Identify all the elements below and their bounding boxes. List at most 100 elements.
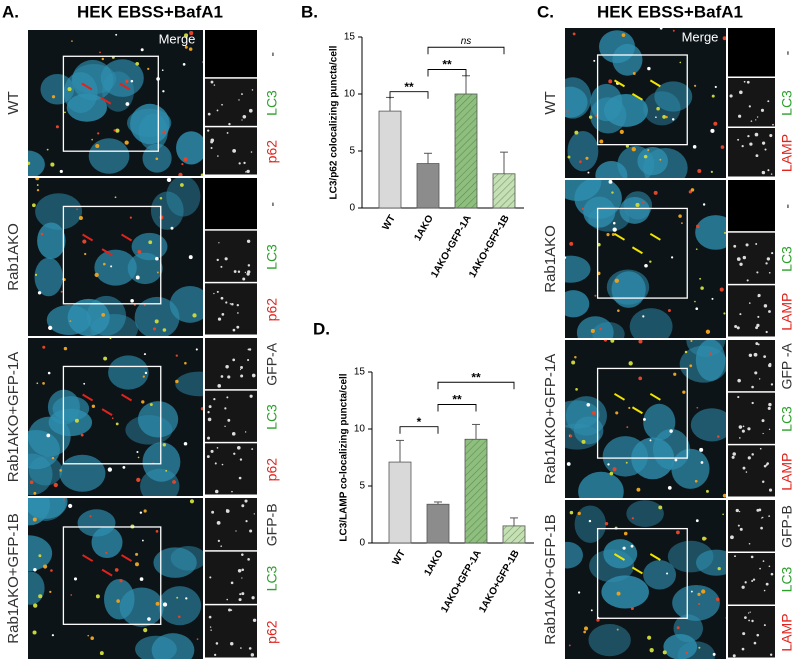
significance-bracket xyxy=(399,426,439,434)
puncta xyxy=(134,562,139,567)
puncta xyxy=(109,338,112,340)
signal xyxy=(226,396,229,399)
signal xyxy=(206,455,210,459)
puncta xyxy=(155,601,160,606)
nucleus xyxy=(119,587,164,627)
channel-label: - xyxy=(264,202,280,207)
signal xyxy=(749,142,753,146)
signal xyxy=(229,303,232,305)
signal xyxy=(741,585,745,589)
y-tick-label: 10 xyxy=(354,424,366,435)
puncta xyxy=(705,329,711,334)
puncta xyxy=(631,147,636,152)
signal xyxy=(755,326,759,330)
puncta xyxy=(184,361,187,365)
puncta xyxy=(155,530,159,533)
puncta xyxy=(606,233,610,237)
signal xyxy=(756,116,759,118)
signal xyxy=(207,411,210,414)
puncta xyxy=(176,596,179,599)
puncta xyxy=(692,145,697,149)
puncta xyxy=(89,515,92,518)
nucleus xyxy=(170,545,203,571)
bar-hatch xyxy=(493,173,515,208)
signal xyxy=(756,271,759,274)
puncta xyxy=(94,272,99,278)
puncta xyxy=(717,567,721,571)
channel-image xyxy=(728,285,775,337)
puncta xyxy=(122,465,126,469)
puncta xyxy=(697,592,701,596)
puncta xyxy=(586,402,591,407)
puncta xyxy=(184,33,189,38)
signal xyxy=(217,539,220,543)
significance-bracket xyxy=(427,46,505,55)
puncta xyxy=(141,539,144,542)
puncta xyxy=(662,650,667,655)
puncta xyxy=(579,160,582,164)
y-tick-label: 15 xyxy=(354,367,366,378)
puncta xyxy=(115,128,120,133)
nucleus xyxy=(679,345,726,383)
y-tick-label: 5 xyxy=(359,481,365,492)
signal xyxy=(760,108,765,112)
merge-label: Merge xyxy=(159,31,196,46)
signal xyxy=(747,427,751,431)
puncta xyxy=(609,471,614,476)
signal xyxy=(209,626,212,628)
puncta xyxy=(143,353,147,356)
puncta xyxy=(155,256,159,261)
signal xyxy=(253,513,255,515)
cells xyxy=(28,498,203,659)
nucleus xyxy=(673,614,703,643)
signal xyxy=(251,448,254,451)
signal xyxy=(227,418,231,422)
puncta xyxy=(638,340,643,344)
nucleus xyxy=(86,295,127,336)
nucleus xyxy=(601,575,649,609)
signal xyxy=(758,378,761,380)
signal xyxy=(739,262,743,266)
signal xyxy=(247,558,250,561)
nucleus xyxy=(672,584,720,621)
signal xyxy=(248,108,253,113)
puncta xyxy=(159,215,164,220)
puncta xyxy=(49,590,52,594)
signal xyxy=(241,577,243,579)
signal xyxy=(230,581,234,585)
signal xyxy=(232,358,236,362)
puncta xyxy=(622,546,626,550)
row-label: Rab1AKO xyxy=(542,225,559,293)
puncta xyxy=(630,544,634,548)
signal xyxy=(238,476,242,480)
puncta xyxy=(161,69,164,72)
panel-label: A. xyxy=(2,2,19,21)
signal xyxy=(741,145,744,148)
puncta xyxy=(95,144,100,149)
signal xyxy=(216,258,219,262)
puncta xyxy=(608,79,613,84)
puncta xyxy=(575,388,578,391)
signal xyxy=(246,272,250,276)
signal xyxy=(756,508,760,512)
puncta xyxy=(719,287,724,292)
puncta xyxy=(143,304,146,307)
puncta xyxy=(723,312,726,315)
panel-title: HEK EBSS+BafA1 xyxy=(597,2,743,21)
bar-hatch xyxy=(503,525,525,543)
puncta xyxy=(638,376,643,381)
nucleus xyxy=(59,454,106,492)
signal xyxy=(750,120,753,122)
nucleus xyxy=(583,196,616,228)
significance-label: ** xyxy=(404,80,414,94)
row-label: Rab1AKO xyxy=(5,223,22,291)
nucleus xyxy=(643,91,681,126)
cells xyxy=(565,340,726,498)
signal xyxy=(216,109,219,112)
signal xyxy=(241,568,245,572)
signal xyxy=(240,647,242,649)
puncta xyxy=(656,106,660,111)
nucleus xyxy=(590,83,623,122)
puncta xyxy=(189,31,194,36)
puncta xyxy=(611,232,615,236)
